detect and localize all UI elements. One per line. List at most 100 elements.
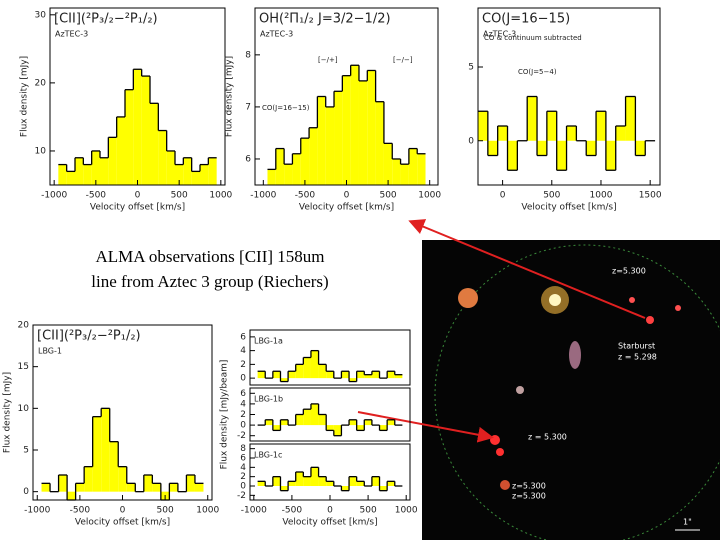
bar: [83, 164, 92, 185]
bar: [317, 96, 326, 185]
chart-title: LBG-1b: [254, 395, 283, 404]
bar: [625, 96, 636, 141]
bar: [537, 140, 547, 156]
bar: [326, 481, 334, 486]
bar: [280, 486, 289, 491]
bar: [325, 106, 335, 185]
source: [549, 294, 561, 306]
y-tick-label: 2: [240, 472, 246, 482]
bar: [334, 91, 343, 185]
bar: [507, 140, 518, 171]
bar: [342, 75, 351, 185]
bar: [101, 408, 110, 492]
redshift-label: z = 5.300: [528, 433, 567, 442]
source: [496, 448, 504, 456]
bar: [310, 403, 319, 426]
bar: [288, 371, 296, 379]
bar: [169, 483, 178, 492]
bar: [194, 483, 204, 492]
x-axis-label: Velocity offset [km/s]: [75, 518, 170, 528]
bar: [158, 130, 167, 185]
bar: [66, 171, 75, 185]
source: [516, 386, 524, 394]
bar: [183, 157, 192, 185]
bar: [191, 171, 200, 185]
chart-subtitle: AzTEC-3: [483, 30, 516, 39]
x-tick-label: 1000: [418, 191, 441, 201]
x-tick-label: 1500: [639, 191, 662, 201]
y-tick-label: 0: [468, 136, 474, 146]
bar: [126, 483, 136, 492]
y-tick-label: 4: [240, 463, 246, 473]
annotation: CO & continuum subtracted: [484, 34, 582, 42]
bar: [394, 374, 403, 379]
plot-frame: [249, 329, 411, 386]
scale-label: 1": [683, 518, 692, 527]
bar: [358, 80, 368, 185]
y-tick-label: 0: [240, 482, 246, 492]
bar: [118, 466, 127, 492]
x-tick-label: -500: [70, 506, 91, 516]
bar: [478, 111, 488, 141]
bar: [75, 157, 84, 185]
bar: [364, 419, 372, 426]
bar: [41, 483, 51, 492]
bar: [349, 476, 357, 486]
redshift-label: z=5.300: [512, 492, 546, 501]
sky-image: z=5.300 Starburst z = 5.298 z = 5.300 z=…: [422, 240, 720, 540]
image-bg: [422, 240, 720, 540]
bar: [318, 414, 327, 426]
bar: [371, 476, 380, 486]
bar: [272, 371, 281, 379]
bar: [292, 153, 301, 185]
y-tick-label: 20: [18, 321, 30, 331]
x-tick-label: 0: [135, 191, 141, 201]
bar: [349, 378, 357, 382]
bar: [400, 164, 409, 185]
bar: [326, 425, 334, 431]
source: [675, 305, 681, 311]
bar: [367, 70, 376, 185]
y-axis-label: Flux density [mJy]: [20, 56, 30, 137]
y-tick-label: 10: [18, 404, 30, 414]
bar: [295, 364, 304, 379]
bar: [408, 148, 418, 185]
bar: [546, 111, 557, 141]
bar: [635, 140, 646, 156]
y-tick-label: 5: [23, 446, 29, 456]
source: [490, 435, 500, 445]
bar: [605, 140, 616, 171]
y-axis-label: Flux density [mJy/beam]: [220, 360, 230, 470]
source: [629, 297, 635, 303]
plot-frame: [477, 7, 661, 186]
bar: [92, 416, 102, 492]
bar: [375, 101, 384, 185]
bar: [272, 476, 281, 486]
redshift-label: z = 5.298: [618, 353, 657, 362]
bar: [166, 150, 175, 185]
y-tick-label: 5: [468, 63, 474, 73]
x-tick-label: -500: [282, 506, 303, 516]
x-tick-label: -1000: [24, 506, 50, 516]
x-tick-label: 1000: [395, 506, 418, 516]
bar: [257, 481, 266, 486]
bar: [280, 419, 289, 426]
x-tick-label: 0: [500, 191, 506, 201]
bar: [288, 481, 296, 486]
y-tick-label: 4: [240, 346, 246, 356]
y-tick-label: 6: [240, 454, 246, 464]
chart-title: CO(J=16−15): [482, 12, 570, 27]
chart-subtitle: LBG-1: [38, 347, 62, 356]
bar: [387, 371, 395, 379]
bar: [310, 350, 319, 379]
x-tick-label: -500: [295, 191, 316, 201]
y-tick-label: 0: [240, 374, 246, 384]
x-tick-label: -1000: [41, 191, 67, 201]
bar: [175, 164, 184, 185]
bar: [341, 371, 350, 379]
bar: [303, 357, 311, 379]
x-tick-label: 500: [543, 191, 560, 201]
x-tick-label: 500: [171, 191, 188, 201]
bar: [141, 76, 150, 185]
